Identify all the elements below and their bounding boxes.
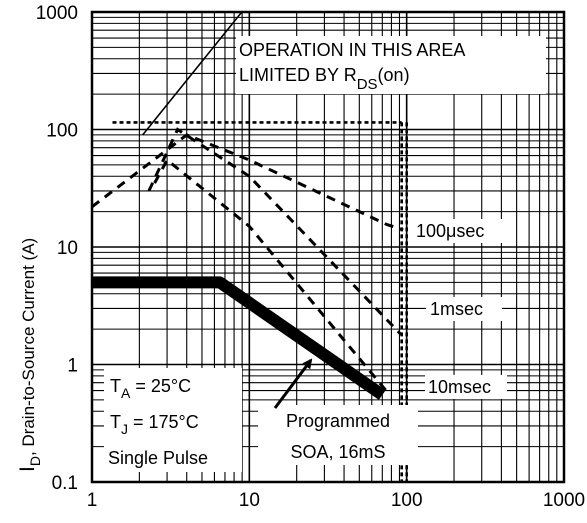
- series-programmed-soa-16ms: [92, 276, 386, 400]
- condition-ta-sub: A: [121, 385, 131, 401]
- y-axis-label: ID, Drain-to-Source Current (A): [16, 238, 43, 472]
- condition-tj: TJ = 175°C: [110, 412, 199, 437]
- x-tick-labels: 1 10 100 1000: [87, 490, 585, 511]
- condition-tj-sub: J: [121, 421, 128, 437]
- label-10ms: 10msec: [428, 377, 491, 397]
- operation-annotation-background: [236, 36, 546, 94]
- operation-annotation-rds: LIMITED BY R: [239, 65, 357, 85]
- series-10msec: [153, 157, 391, 396]
- y-tick-label: 1000: [36, 3, 78, 24]
- y-tick-label: 100: [46, 121, 78, 142]
- y-tick-label: 10: [57, 238, 78, 259]
- y-tick-labels: 0.1 1 10 100 1000: [36, 3, 78, 494]
- operation-annotation-line1: OPERATION IN THIS AREA: [239, 40, 465, 60]
- conditions-background: [104, 368, 242, 472]
- y-tick-label: 0.1: [52, 473, 78, 494]
- y-axis-label-sub: D: [27, 456, 43, 466]
- x-tick-label: 1000: [543, 490, 585, 511]
- rds-on-limit-line: [142, 12, 243, 136]
- x-tick-label: 1: [87, 490, 98, 511]
- operation-annotation-rds-sub: DS: [357, 76, 378, 93]
- x-tick-label: 100: [391, 490, 423, 511]
- label-1ms-background: [426, 297, 502, 321]
- condition-ta-value: = 25°C: [130, 376, 191, 396]
- programmed-label-line2: SOA, 16mS: [290, 442, 385, 462]
- label-100us-background: [413, 219, 505, 243]
- operation-annotation-rds-suffix: (on): [378, 65, 410, 85]
- condition-ta-main: T: [110, 376, 121, 396]
- label-100us: 100μsec: [416, 221, 484, 241]
- operation-annotation-line2: LIMITED BY RDS(on): [239, 65, 410, 93]
- series-1msec: [147, 127, 403, 336]
- condition-ta: TA = 25°C: [110, 376, 191, 401]
- label-1ms: 1msec: [430, 299, 483, 319]
- programmed-label-line1: Programmed: [286, 411, 390, 431]
- condition-tj-main: T: [110, 412, 121, 432]
- series-layer: [92, 12, 409, 482]
- plot-frame: [90, 10, 566, 484]
- label-10ms-background: [425, 375, 507, 399]
- programmed-label-background: [258, 405, 418, 465]
- condition-tj-value: = 175°C: [128, 412, 199, 432]
- programmed-arrow: [273, 358, 313, 409]
- series-100-sec: [92, 133, 404, 232]
- y-axis-label-rest: , Drain-to-Source Current (A): [19, 238, 38, 456]
- condition-single-pulse: Single Pulse: [108, 448, 208, 468]
- x-tick-label: 10: [239, 490, 260, 511]
- y-tick-label: 1: [67, 356, 78, 377]
- y-axis-label-main: I: [16, 466, 39, 472]
